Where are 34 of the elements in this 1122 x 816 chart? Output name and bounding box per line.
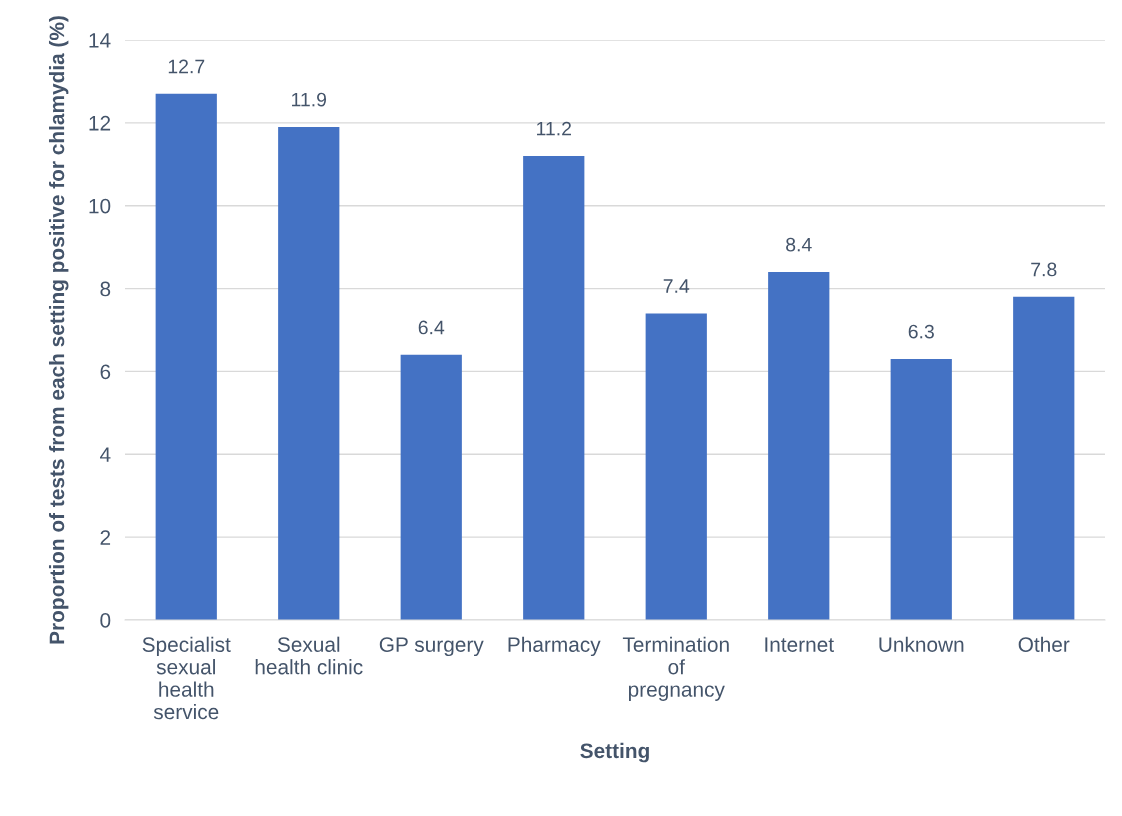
x-tick-label: Sexual health clinic [255,636,363,675]
x-axis-title: Setting [580,742,649,763]
y-tick-label: 14 [89,33,111,48]
bar [278,127,340,620]
y-tick-label: 4 [100,447,111,462]
bar [645,313,707,620]
data-label: 7.4 [663,279,690,293]
x-tick-label: Other [1018,636,1070,652]
bar [768,272,830,620]
data-label: 6.3 [908,324,934,339]
bar [400,354,462,620]
x-tick-label: Unknown [879,636,964,652]
y-tick-label: 0 [100,613,111,628]
y-tick-label: 6 [100,364,111,380]
y-tick-label: 10 [89,198,111,214]
bar [1013,296,1075,620]
x-tick-label: Specialist sexual health service [142,636,231,720]
data-label: 8.4 [786,237,812,252]
bar [523,156,585,620]
data-label: 11.9 [292,92,327,107]
x-tick-label: GP surgery [379,637,484,657]
bar [155,93,217,620]
data-label: 11.2 [537,121,571,136]
y-tick-label: 2 [100,530,111,545]
bar [890,359,952,620]
y-tick-label: 8 [100,281,111,297]
x-tick-label: Termination of pregnancy [622,636,729,701]
data-label: 6.4 [418,320,445,335]
x-tick-label: Pharmacy [508,636,601,657]
data-label: 7.8 [1031,262,1057,277]
data-label: 12.7 [168,59,205,74]
y-axis-title: Proportion of tests from each setting positive for chlamydia (%) [48,16,69,644]
x-tick-label: Internet [765,637,834,652]
y-tick-label: 12 [89,115,111,131]
